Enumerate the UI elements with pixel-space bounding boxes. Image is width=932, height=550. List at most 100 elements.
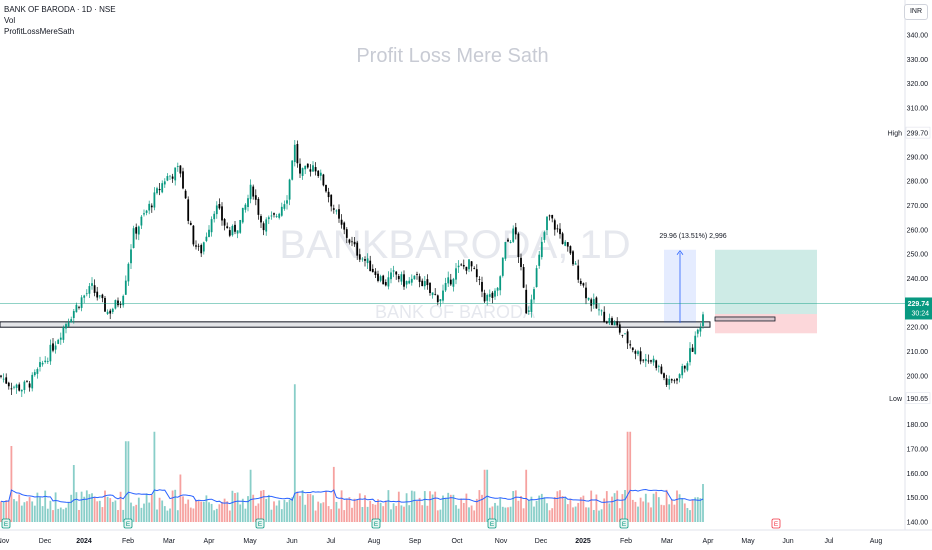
candle[interactable] <box>223 218 226 231</box>
candle[interactable] <box>184 189 187 199</box>
candle[interactable] <box>655 359 658 371</box>
volume-bar[interactable] <box>106 496 109 522</box>
volume-bar[interactable] <box>621 494 624 522</box>
volume-bar[interactable] <box>304 504 307 522</box>
candle[interactable] <box>88 283 91 299</box>
volume-bar[interactable] <box>249 469 252 522</box>
candle[interactable] <box>670 378 673 384</box>
volume-bar[interactable] <box>236 492 239 522</box>
volume-bar[interactable] <box>702 484 704 522</box>
volume-bar[interactable] <box>104 490 106 522</box>
volume-bar[interactable] <box>283 499 286 522</box>
candle[interactable] <box>504 241 507 261</box>
volume-bar[interactable] <box>348 497 351 522</box>
volume-bar[interactable] <box>353 498 356 522</box>
volume-bar[interactable] <box>148 502 151 522</box>
candle[interactable] <box>239 219 242 234</box>
volume-bar[interactable] <box>613 493 616 522</box>
candle[interactable] <box>423 276 426 290</box>
candle[interactable] <box>59 332 62 345</box>
candle[interactable] <box>41 360 44 367</box>
volume-indicator-label[interactable]: Vol <box>4 16 16 25</box>
volume-bar[interactable] <box>447 492 450 522</box>
candle[interactable] <box>309 164 312 177</box>
candle[interactable] <box>579 278 582 286</box>
candle[interactable] <box>559 223 561 239</box>
candle[interactable] <box>618 321 621 335</box>
candle[interactable] <box>499 275 502 296</box>
candle[interactable] <box>699 323 702 337</box>
position-entry-marker[interactable] <box>714 316 776 322</box>
volume-bar[interactable] <box>330 509 333 522</box>
volume-bar[interactable] <box>387 490 390 522</box>
volume-bar[interactable] <box>119 491 122 522</box>
candle[interactable] <box>208 225 210 238</box>
candle[interactable] <box>267 215 270 225</box>
volume-bar[interactable] <box>670 499 673 522</box>
candle[interactable] <box>145 209 148 216</box>
candle[interactable] <box>330 194 333 212</box>
volume-bar[interactable] <box>88 494 91 522</box>
candle[interactable] <box>304 165 307 175</box>
volume-bar[interactable] <box>80 491 83 522</box>
candle[interactable] <box>387 271 390 290</box>
candle[interactable] <box>109 308 112 320</box>
volume-bar[interactable] <box>494 502 496 522</box>
candle[interactable] <box>78 305 80 310</box>
candle[interactable] <box>574 260 577 265</box>
volume-bar[interactable] <box>67 502 70 522</box>
volume-bar[interactable] <box>351 507 353 522</box>
candle[interactable] <box>104 296 106 312</box>
volume-bar[interactable] <box>673 504 676 522</box>
candle[interactable] <box>254 189 257 206</box>
volume-bar[interactable] <box>460 498 463 522</box>
volume-bar[interactable] <box>637 506 639 522</box>
volume-bar[interactable] <box>31 501 34 522</box>
candle[interactable] <box>205 232 208 243</box>
support-zone[interactable] <box>0 321 711 328</box>
candle[interactable] <box>681 363 684 379</box>
volume-bar[interactable] <box>577 502 580 522</box>
volume-bar[interactable] <box>410 490 413 522</box>
candle[interactable] <box>7 381 10 390</box>
candle[interactable] <box>517 232 520 263</box>
volume-bar[interactable] <box>49 500 52 522</box>
volume-bar[interactable] <box>223 498 226 522</box>
volume-bar[interactable] <box>18 494 21 522</box>
candle[interactable] <box>548 214 551 221</box>
candle[interactable] <box>447 271 450 287</box>
volume-bar[interactable] <box>52 510 54 522</box>
earnings-marker[interactable]: E <box>1 518 11 529</box>
candle[interactable] <box>621 334 624 338</box>
volume-bar[interactable] <box>0 501 2 522</box>
volume-bar[interactable] <box>366 506 369 522</box>
candle[interactable] <box>72 308 75 324</box>
volume-bar[interactable] <box>36 492 39 522</box>
candle[interactable] <box>130 244 132 269</box>
candle[interactable] <box>140 215 143 230</box>
volume-bar[interactable] <box>689 510 691 522</box>
volume-bar[interactable] <box>694 497 697 522</box>
volume-bar[interactable] <box>499 498 502 522</box>
volume-bar[interactable] <box>26 501 28 522</box>
candle[interactable] <box>179 165 182 178</box>
volume-bar[interactable] <box>57 508 60 522</box>
volume-bar[interactable] <box>488 507 491 522</box>
candle[interactable] <box>616 317 619 328</box>
volume-bar[interactable] <box>41 506 44 522</box>
candle[interactable] <box>33 369 36 377</box>
volume-bar[interactable] <box>457 508 460 522</box>
candle[interactable] <box>195 240 197 250</box>
candle[interactable] <box>613 320 616 326</box>
volume-bar[interactable] <box>600 509 603 522</box>
candle[interactable] <box>408 277 411 285</box>
volume-bar[interactable] <box>507 507 509 522</box>
volume-bar[interactable] <box>665 489 668 522</box>
candle[interactable] <box>590 297 593 312</box>
candle[interactable] <box>689 342 691 366</box>
candle[interactable] <box>374 268 377 278</box>
volume-bar[interactable] <box>592 510 595 522</box>
volume-bar[interactable] <box>70 494 73 522</box>
candle[interactable] <box>520 253 522 271</box>
volume-bar[interactable] <box>548 510 551 522</box>
